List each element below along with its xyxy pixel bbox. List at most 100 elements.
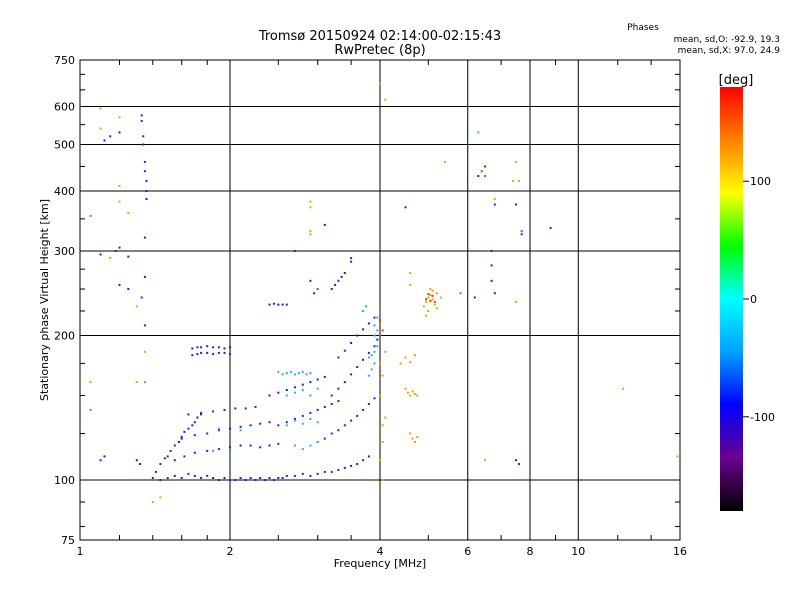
data-point	[409, 361, 412, 364]
data-point	[183, 455, 186, 458]
data-point	[259, 477, 262, 479]
chart-title: Tromsø 20150924 02:14:00-02:15:43	[258, 29, 501, 44]
data-point	[217, 346, 220, 349]
data-point	[376, 338, 379, 341]
data-point	[187, 413, 190, 416]
data-point	[143, 236, 146, 239]
data-point	[206, 351, 209, 354]
y-axis-label: Stationary phase Virtual Height [km]	[38, 199, 51, 401]
data-point	[103, 455, 106, 458]
data-point	[309, 444, 312, 447]
data-point	[404, 387, 407, 390]
data-point	[512, 179, 515, 182]
data-point	[118, 116, 121, 119]
data-point	[343, 424, 346, 427]
data-point	[373, 316, 376, 319]
data-point	[272, 302, 275, 305]
data-point	[484, 459, 487, 462]
data-point	[145, 198, 148, 200]
data-point	[517, 179, 520, 182]
data-point	[254, 405, 257, 408]
data-point	[193, 451, 196, 454]
data-point	[435, 292, 438, 295]
colorbar-ticks: 100 0 -100	[743, 175, 775, 424]
data-point	[196, 416, 199, 419]
data-point	[367, 351, 370, 354]
data-point	[217, 479, 220, 481]
phase-info-heading: Phases	[627, 23, 659, 33]
data-point	[515, 300, 517, 303]
data-point	[515, 203, 517, 206]
data-point	[145, 190, 148, 192]
data-point	[309, 200, 312, 203]
data-point	[206, 345, 209, 348]
data-point	[343, 349, 346, 352]
data-point	[249, 444, 252, 447]
data-point	[316, 441, 319, 443]
data-point	[443, 160, 446, 163]
data-point	[285, 421, 288, 424]
data-point	[277, 370, 280, 373]
data-point	[180, 437, 183, 440]
data-point	[411, 390, 414, 393]
data-point	[244, 479, 247, 481]
data-point	[370, 368, 373, 371]
data-point	[143, 160, 146, 163]
data-point	[337, 468, 340, 471]
data-point	[180, 477, 183, 479]
data-point	[373, 362, 376, 365]
data-point	[316, 421, 319, 424]
data-point	[379, 319, 381, 322]
data-point	[249, 477, 252, 479]
data-point	[169, 449, 172, 452]
data-point	[416, 394, 419, 397]
data-point	[277, 477, 280, 479]
data-point	[217, 427, 220, 430]
data-point	[263, 479, 266, 481]
data-point	[316, 472, 319, 475]
data-point	[89, 214, 92, 217]
data-point	[316, 408, 319, 411]
data-point	[200, 477, 203, 479]
data-point	[323, 405, 326, 408]
data-point	[89, 381, 92, 384]
data-point	[178, 441, 180, 443]
data-point	[173, 459, 176, 462]
data-point	[384, 416, 387, 419]
data-point	[212, 410, 215, 413]
data-point	[206, 474, 209, 477]
data-point	[301, 389, 304, 391]
data-point	[301, 448, 304, 451]
data-point	[301, 383, 304, 386]
data-point	[431, 294, 434, 297]
data-point	[145, 179, 148, 182]
data-point	[118, 200, 121, 203]
data-point	[191, 347, 194, 350]
data-point	[159, 496, 162, 499]
data-point	[223, 351, 226, 354]
data-point	[316, 387, 319, 390]
data-point	[142, 135, 145, 138]
y-tick-label: 600	[54, 101, 75, 114]
data-point	[362, 459, 365, 462]
data-point	[350, 260, 353, 263]
data-point	[493, 203, 496, 206]
data-point	[477, 175, 480, 177]
data-point	[343, 272, 346, 274]
data-point	[330, 432, 333, 435]
data-point	[323, 223, 326, 226]
data-point	[103, 139, 106, 142]
data-point	[480, 170, 483, 173]
x-tick-label: 1	[77, 545, 84, 558]
data-point	[343, 466, 346, 469]
data-point	[490, 279, 493, 282]
data-point	[350, 342, 353, 344]
data-point	[404, 356, 407, 359]
phase-info-o: mean, sd,O: -92.9, 19.3	[674, 35, 780, 45]
data-point	[323, 437, 326, 440]
data-point	[431, 289, 434, 292]
data-point	[373, 350, 376, 353]
data-point	[281, 477, 284, 479]
data-point	[337, 387, 340, 390]
